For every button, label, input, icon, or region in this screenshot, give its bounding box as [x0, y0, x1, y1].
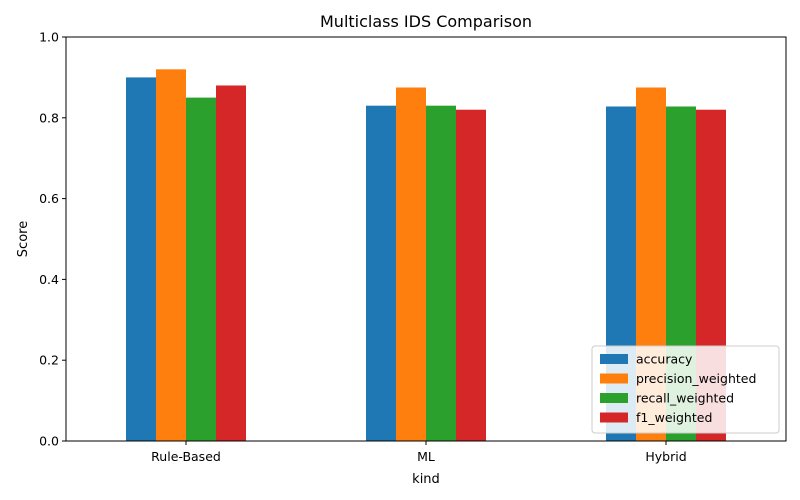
bar-precision_weighted-rule-based: [156, 69, 186, 441]
legend-label-precision_weighted: precision_weighted: [636, 371, 756, 386]
legend-label-accuracy: accuracy: [636, 352, 693, 367]
x-tick-label: ML: [417, 449, 435, 464]
legend: accuracy precision_weighted recall_weighte…: [591, 345, 780, 434]
bar-f1_weighted-ml: [456, 109, 486, 441]
bar-accuracy-rule-based: [126, 77, 156, 442]
legend-swatch-f1_weighted: [600, 412, 628, 423]
chart-title: Multiclass IDS Comparison: [320, 12, 532, 31]
legend-label-f1_weighted: f1_weighted: [636, 410, 712, 425]
legend-swatch-precision_weighted: [600, 373, 628, 384]
x-tick-label: Rule-Based: [151, 449, 221, 464]
y-tick-label: 0.6: [39, 191, 59, 206]
legend-swatch-recall_weighted: [600, 393, 628, 403]
y-tick-label: 0.4: [39, 272, 59, 287]
y-tick-label: 0.2: [39, 353, 59, 368]
y-axis-label: Score: [16, 221, 31, 257]
y-tick-label: 0.0: [39, 434, 59, 449]
bar-accuracy-ml: [366, 105, 396, 442]
legend-box: [591, 345, 780, 434]
x-tick-label: Hybrid: [645, 449, 686, 464]
bar-precision_weighted-ml: [396, 87, 426, 441]
bar-f1_weighted-rule-based: [216, 85, 246, 441]
y-tick-label: 0.8: [39, 110, 59, 125]
legend-swatch-accuracy: [600, 354, 628, 364]
bar-recall_weighted-ml: [426, 105, 456, 442]
y-tick-label: 1.0: [39, 30, 59, 45]
x-axis-label: kind: [412, 472, 440, 487]
bar-recall_weighted-rule-based: [186, 97, 216, 441]
legend-label-recall_weighted: recall_weighted: [636, 391, 734, 406]
